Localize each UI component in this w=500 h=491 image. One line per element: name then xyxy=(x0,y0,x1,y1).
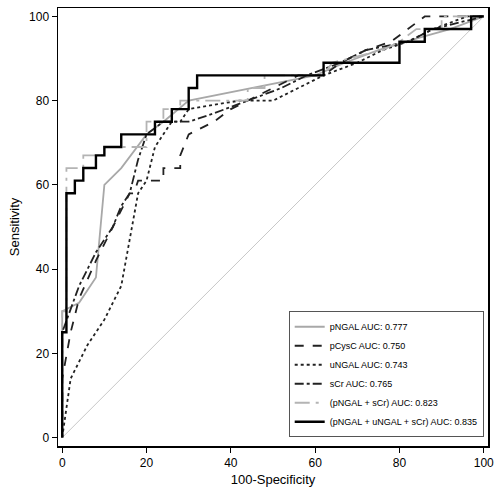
svg-text:40: 40 xyxy=(36,262,50,276)
svg-text:0: 0 xyxy=(59,456,66,470)
svg-text:40: 40 xyxy=(224,456,238,470)
svg-text:20: 20 xyxy=(140,456,154,470)
svg-text:100-Specificity: 100-Specificity xyxy=(231,472,316,487)
svg-text:pCysC AUC: 0.750: pCysC AUC: 0.750 xyxy=(330,341,406,351)
svg-text:80: 80 xyxy=(393,456,407,470)
svg-text:0: 0 xyxy=(42,431,49,445)
svg-text:Sensitivity: Sensitivity xyxy=(7,197,22,256)
svg-text:60: 60 xyxy=(308,456,322,470)
svg-text:(pNGAL + sCr) AUC: 0.823: (pNGAL + sCr) AUC: 0.823 xyxy=(330,398,438,408)
svg-text:(pNGAL + uNGAL + sCr) AUC: 0.8: (pNGAL + uNGAL + sCr) AUC: 0.835 xyxy=(330,417,477,427)
svg-text:pNGAL AUC: 0.777: pNGAL AUC: 0.777 xyxy=(330,322,408,332)
svg-text:100: 100 xyxy=(474,456,494,470)
svg-text:80: 80 xyxy=(36,94,50,108)
svg-text:sCr AUC: 0.765: sCr AUC: 0.765 xyxy=(330,379,393,389)
svg-text:20: 20 xyxy=(36,347,50,361)
svg-text:uNGAL AUC: 0.743: uNGAL AUC: 0.743 xyxy=(330,360,408,370)
svg-text:60: 60 xyxy=(36,178,50,192)
svg-text:100: 100 xyxy=(29,10,49,24)
